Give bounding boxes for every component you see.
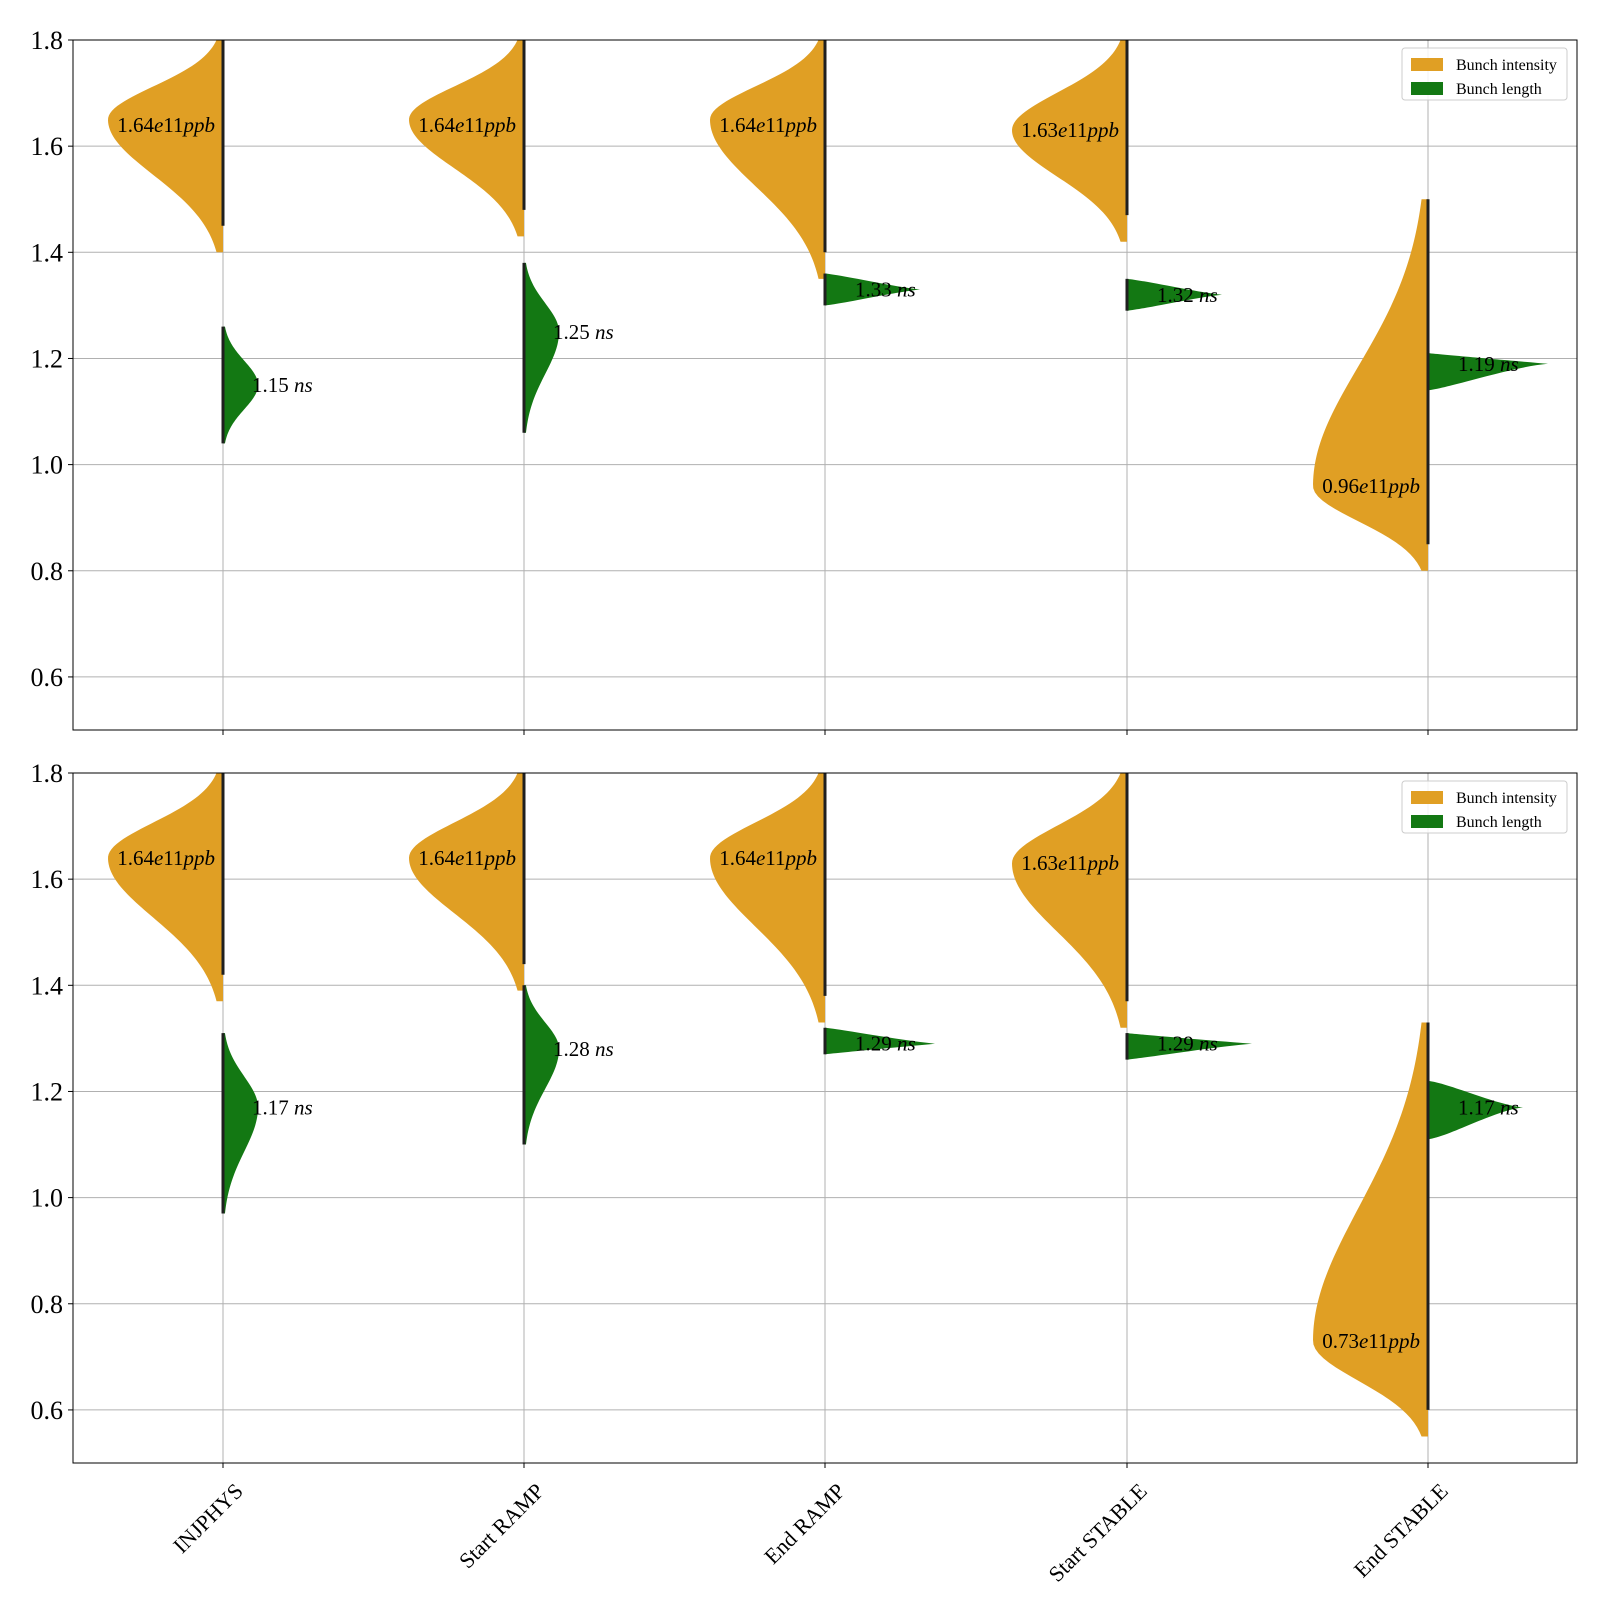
y-tick-label: 1.2 bbox=[31, 344, 64, 373]
length-annotation: 1.29 ns bbox=[855, 1032, 916, 1056]
length-violin bbox=[1428, 1080, 1523, 1140]
length-annotation: 1.17 ns bbox=[252, 1095, 313, 1119]
axes-frame bbox=[72, 772, 1578, 1464]
length-violin bbox=[1127, 1033, 1252, 1060]
length-violin bbox=[825, 1027, 935, 1055]
legend: Bunch intensity Bunch length bbox=[1401, 47, 1568, 101]
intensity-annotation: 1.64e11ppb bbox=[117, 846, 215, 870]
length-violin bbox=[223, 1033, 258, 1214]
legend-swatch-length bbox=[1411, 82, 1443, 95]
legend-box bbox=[1401, 780, 1568, 834]
intensity-violin bbox=[409, 773, 524, 991]
intensity-annotation: 1.63e11ppb bbox=[1021, 118, 1119, 142]
x-tick-label: Start STABLE bbox=[1043, 1478, 1151, 1586]
legend-label: Bunch length bbox=[1456, 814, 1542, 831]
legend-box bbox=[1401, 47, 1568, 101]
violins bbox=[108, 773, 1523, 1437]
intensity-violin bbox=[108, 773, 223, 1002]
intensity-violin bbox=[710, 773, 825, 1023]
intensity-violin bbox=[1313, 199, 1428, 571]
intensity-violin bbox=[108, 40, 223, 253]
y-tick-label: 1.4 bbox=[31, 238, 64, 267]
violins bbox=[108, 40, 1548, 571]
intensity-annotation: 0.73e11ppb bbox=[1322, 1329, 1420, 1353]
y-tick-label: 1.0 bbox=[31, 1184, 64, 1213]
length-annotation: 1.19 ns bbox=[1458, 352, 1519, 376]
length-violin bbox=[1127, 278, 1222, 311]
y-tick-label: 1.6 bbox=[31, 865, 64, 894]
length-violin bbox=[223, 326, 258, 444]
length-annotation: 1.25 ns bbox=[553, 320, 614, 344]
legend-swatch-intensity bbox=[1411, 791, 1443, 804]
legend-label: Bunch length bbox=[1456, 81, 1542, 98]
length-annotation: 1.33 ns bbox=[855, 277, 916, 301]
length-violin bbox=[524, 262, 559, 433]
y-tick-label: 1.4 bbox=[31, 971, 64, 1000]
y-tick-label: 0.8 bbox=[31, 557, 64, 586]
panel-top: 0.6 0.8 1.0 1.2 1.4 1.6 1.8 1.64e11ppb 1.15 ns 1.… bbox=[31, 26, 1578, 735]
intensity-annotation: 1.64e11ppb bbox=[719, 846, 817, 870]
length-annotation: 1.15 ns bbox=[252, 373, 313, 397]
x-tick-label: End RAMP bbox=[759, 1478, 850, 1569]
length-annotation: 1.32 ns bbox=[1157, 283, 1218, 307]
intensity-violin bbox=[1012, 40, 1127, 242]
panel-bottom: 0.6 0.8 1.0 1.2 1.4 1.6 1.8 1.64e11ppb 1.17 ns 1.… bbox=[31, 759, 1578, 1587]
y-tick-label: 1.2 bbox=[31, 1077, 64, 1106]
y-tick-label: 1.8 bbox=[31, 26, 64, 55]
intensity-violin bbox=[1012, 773, 1127, 1028]
x-tick-label: Start RAMP bbox=[454, 1478, 549, 1573]
intensity-violin bbox=[1313, 1022, 1428, 1437]
legend-swatch-intensity bbox=[1411, 58, 1443, 71]
length-annotation: 1.28 ns bbox=[553, 1037, 614, 1061]
legend-label: Bunch intensity bbox=[1456, 57, 1557, 74]
length-annotation: 1.29 ns bbox=[1157, 1032, 1218, 1056]
intensity-annotation: 0.96e11ppb bbox=[1322, 474, 1420, 498]
legend-label: Bunch intensity bbox=[1456, 790, 1557, 807]
length-violin bbox=[524, 985, 559, 1145]
length-violin bbox=[825, 273, 920, 306]
x-tick-label: End STABLE bbox=[1349, 1478, 1453, 1582]
intensity-annotation: 1.63e11ppb bbox=[1021, 851, 1119, 875]
intensity-annotation: 1.64e11ppb bbox=[418, 846, 516, 870]
y-tick-label: 1.0 bbox=[31, 451, 64, 480]
intensity-annotation: 1.64e11ppb bbox=[418, 113, 516, 137]
length-violin bbox=[1428, 353, 1548, 391]
legend-swatch-length bbox=[1411, 815, 1443, 828]
axes-frame bbox=[72, 39, 1578, 731]
intensity-violin bbox=[409, 40, 524, 237]
intensity-annotation: 1.64e11ppb bbox=[117, 113, 215, 137]
legend: Bunch intensity Bunch length bbox=[1401, 780, 1568, 834]
y-tick-label: 0.6 bbox=[31, 1396, 64, 1425]
y-tick-label: 0.6 bbox=[31, 663, 64, 692]
y-tick-label: 1.8 bbox=[31, 759, 64, 788]
x-tick-label: INJPHYS bbox=[168, 1478, 248, 1558]
y-tick-label: 1.6 bbox=[31, 132, 64, 161]
length-annotation: 1.17 ns bbox=[1458, 1095, 1519, 1119]
intensity-violin bbox=[710, 40, 825, 279]
intensity-annotation: 1.64e11ppb bbox=[719, 113, 817, 137]
y-tick-label: 0.8 bbox=[31, 1290, 64, 1319]
